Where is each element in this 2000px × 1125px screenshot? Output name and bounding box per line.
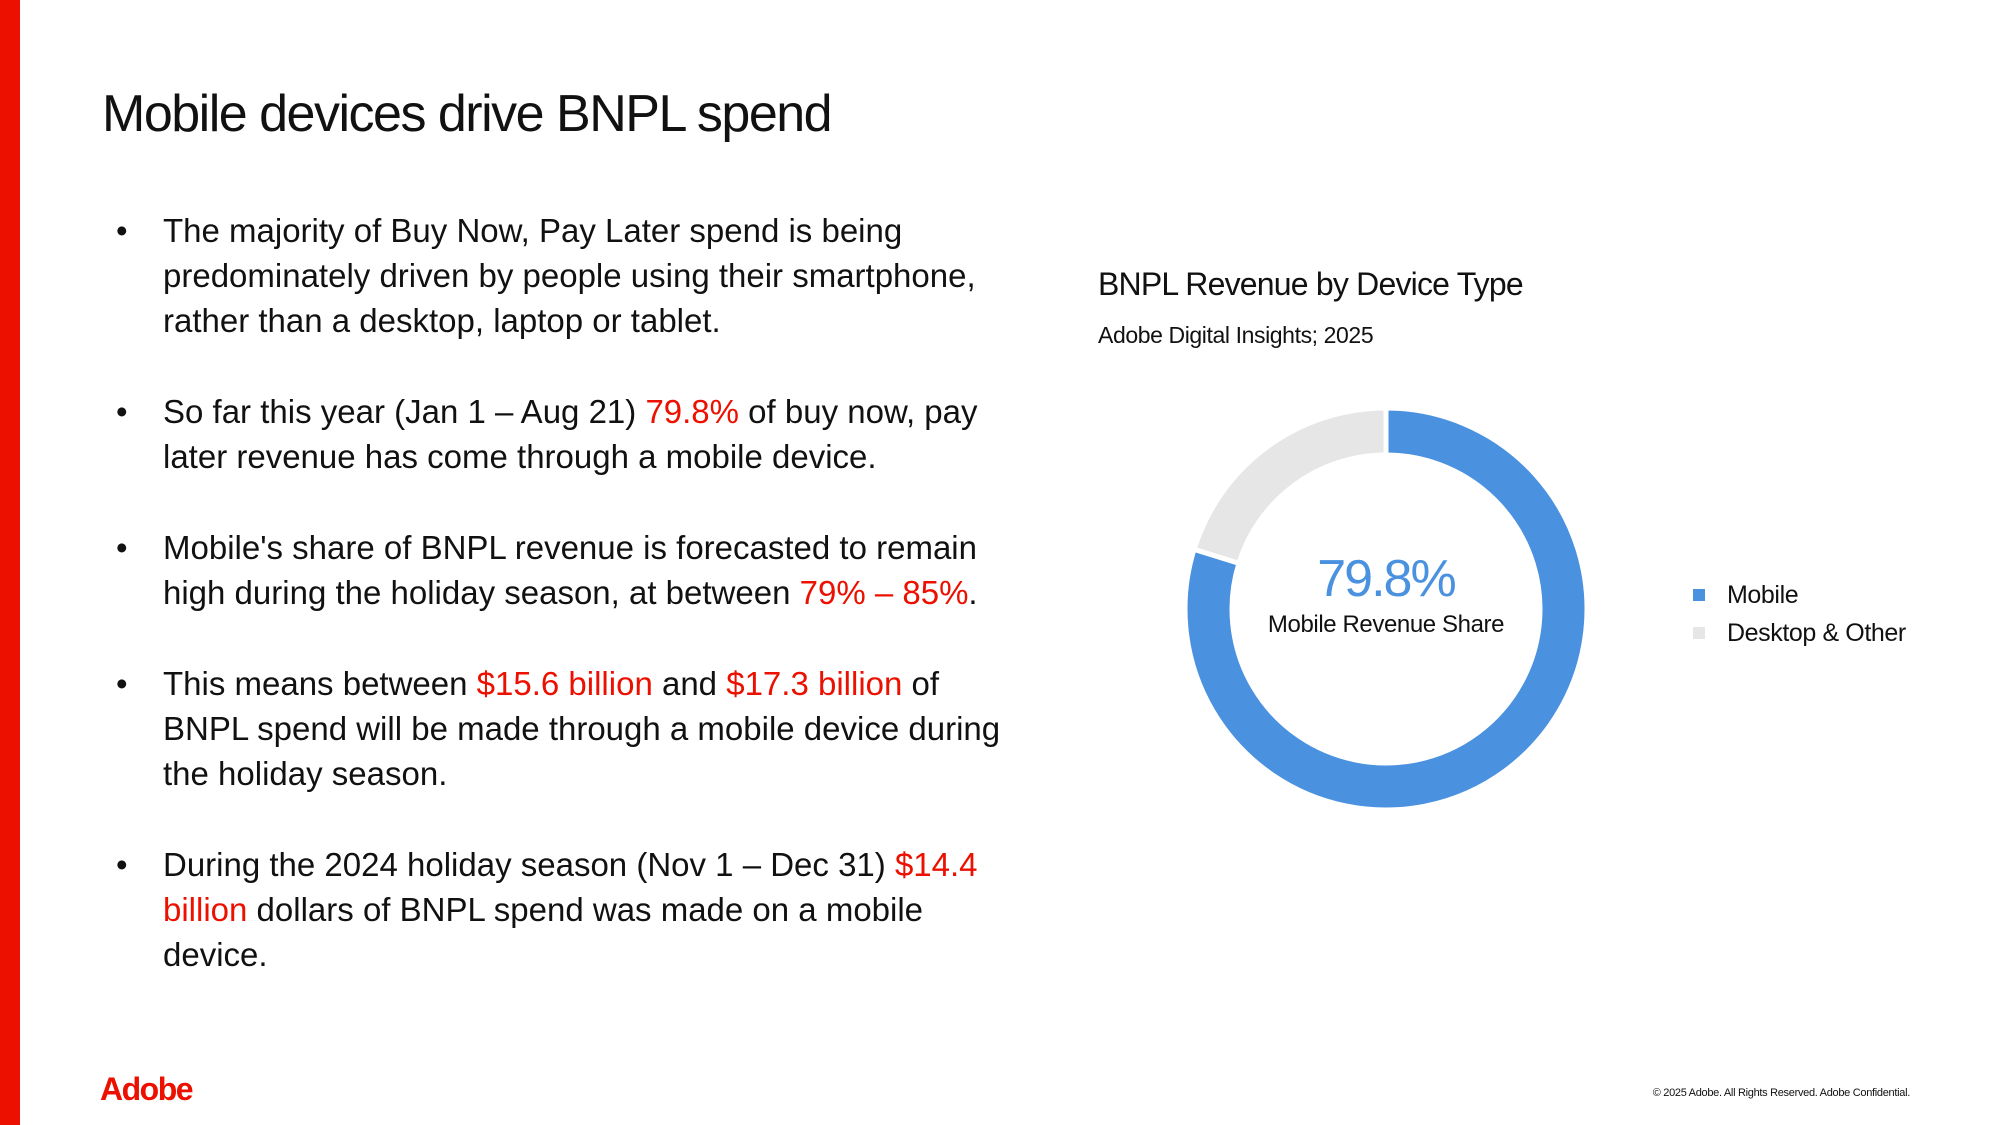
bullet-icon: • [116, 393, 128, 430]
bullet-item: • During the 2024 holiday season (Nov 1 –… [112, 842, 1032, 977]
bullet-text: of BNPL spend will be made through a mob… [163, 665, 1001, 792]
bullet-text: Mobile's share of BNPL revenue is foreca… [163, 529, 977, 611]
bullet-item: • This means between $15.6 billion and $1… [112, 661, 1032, 796]
slide-title: Mobile devices drive BNPL spend [102, 85, 833, 143]
legend-label: Desktop & Other [1727, 618, 1906, 647]
legend-swatch [1693, 589, 1705, 601]
donut-chart [1182, 405, 1590, 813]
bullet-list: • The majority of Buy Now, Pay Later spen… [112, 208, 1032, 1023]
bullet-icon: • [116, 846, 128, 883]
bullet-text: . [968, 574, 978, 611]
bullet-icon: • [116, 212, 128, 249]
bullet-icon: • [116, 665, 128, 702]
donut-center: 79.8% Mobile Revenue Share [1236, 550, 1536, 641]
center-value: 79.8% [1317, 550, 1456, 608]
chart-title: BNPL Revenue by Device Type [1098, 266, 1524, 302]
accent-bar [0, 0, 20, 1125]
bullet-text: So far this year (Jan 1 – Aug 21) [163, 393, 646, 430]
bullet-icon: • [116, 529, 128, 566]
bullet-item: • So far this year (Jan 1 – Aug 21) 79.8%… [112, 389, 1032, 479]
highlight-text: $15.6 billion [476, 665, 653, 702]
highlight-text: $14.4 billion [163, 846, 978, 928]
bullet-text: dollars of BNPL spend was made on a mobi… [163, 891, 924, 973]
adobe-logo: Adobe [100, 1071, 194, 1107]
bullet-text: This means between [163, 665, 477, 702]
bullet-text: The majority of Buy Now, Pay Later spend… [163, 212, 976, 339]
legend-item: Desktop & Other [1693, 614, 1906, 652]
legend-item: Mobile [1693, 576, 1906, 614]
bullet-text: and [652, 665, 727, 702]
bullet-item: • Mobile's share of BNPL revenue is forec… [112, 525, 1032, 615]
legend-label: Mobile [1727, 580, 1799, 609]
copyright: © 2025 Adobe. All Rights Reserved. Adobe… [1652, 1087, 1911, 1099]
center-label: Mobile Revenue Share [1267, 611, 1505, 638]
bullet-text: of buy now, pay later revenue has come t… [163, 393, 978, 475]
donut-slice-mobile [1182, 405, 1590, 813]
highlight-text: 79.8% [645, 393, 740, 430]
bullet-item: • The majority of Buy Now, Pay Later spen… [112, 208, 1032, 343]
chart-legend: Mobile Desktop & Other [1693, 576, 1906, 652]
chart-subtitle: Adobe Digital Insights; 2025 [1098, 322, 1374, 348]
bullet-text: During the 2024 holiday season (Nov 1 – … [163, 846, 895, 883]
legend-swatch [1693, 627, 1705, 639]
highlight-text: $17.3 billion [726, 665, 903, 702]
highlight-text: 79% – 85% [799, 574, 969, 611]
donut-slice-desktop-other [1190, 405, 1389, 567]
